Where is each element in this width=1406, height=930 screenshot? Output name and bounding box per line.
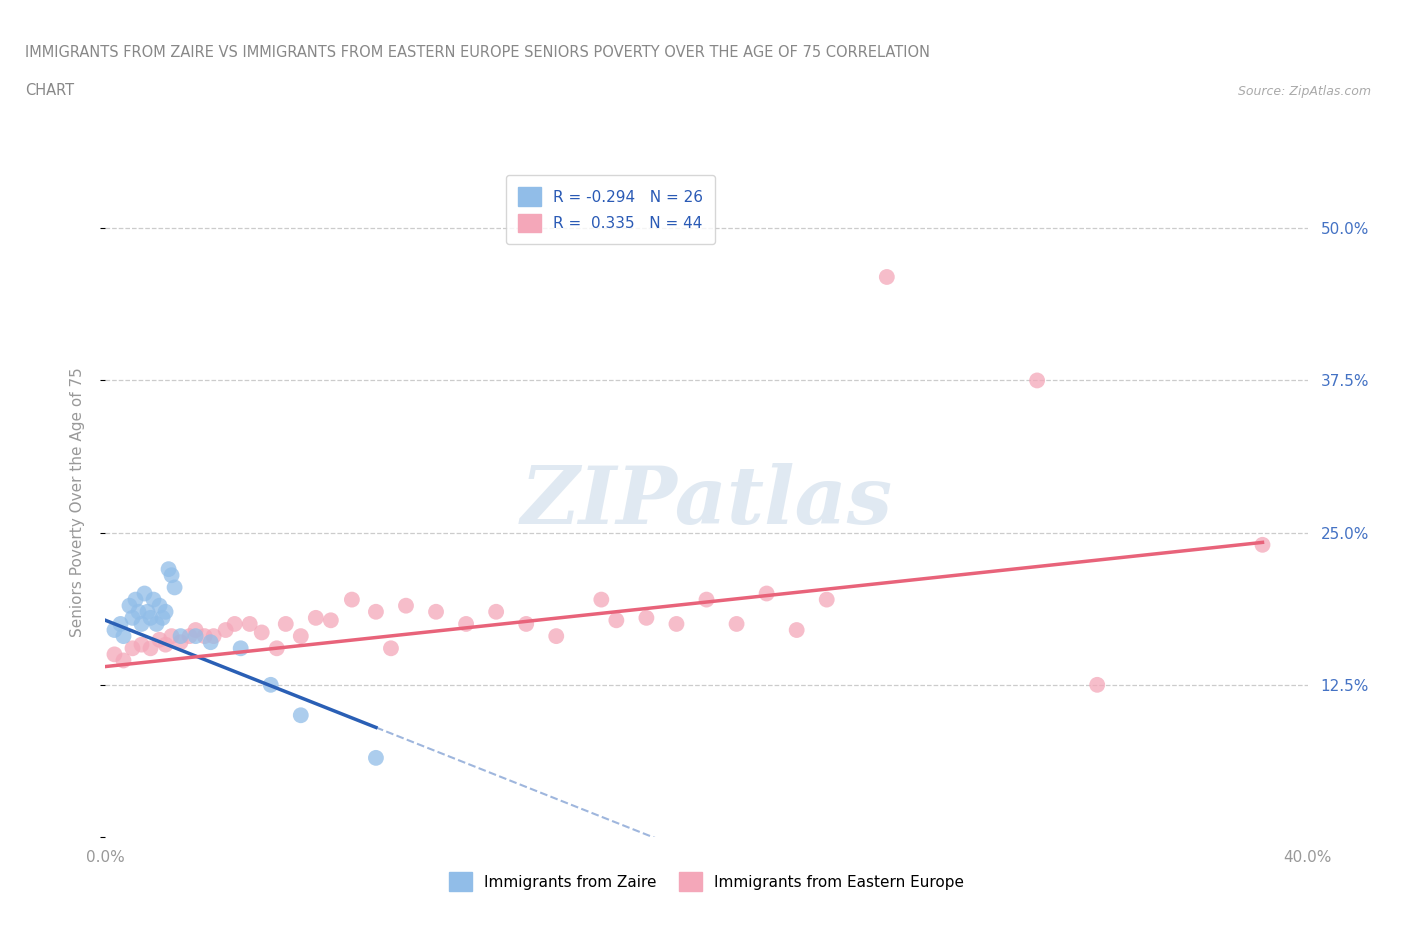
- Point: [485, 604, 508, 619]
- Point: [160, 568, 183, 583]
- Point: [148, 598, 170, 613]
- Point: [128, 604, 150, 619]
- Point: [139, 610, 162, 625]
- Point: [157, 562, 180, 577]
- Point: [250, 625, 273, 640]
- Point: [179, 629, 201, 644]
- Point: [786, 622, 808, 637]
- Point: [112, 653, 135, 668]
- Text: ZIPatlas: ZIPatlas: [520, 463, 893, 541]
- Point: [134, 586, 156, 601]
- Point: [454, 617, 477, 631]
- Y-axis label: Seniors Poverty Over the Age of 75: Seniors Poverty Over the Age of 75: [70, 367, 84, 637]
- Point: [214, 622, 236, 637]
- Point: [815, 592, 838, 607]
- Legend: Immigrants from Zaire, Immigrants from Eastern Europe: Immigrants from Zaire, Immigrants from E…: [436, 860, 977, 903]
- Point: [200, 635, 222, 650]
- Point: [139, 641, 162, 656]
- Point: [395, 598, 418, 613]
- Point: [290, 708, 312, 723]
- Point: [239, 617, 262, 631]
- Point: [1251, 538, 1274, 552]
- Point: [103, 622, 125, 637]
- Point: [136, 604, 159, 619]
- Point: [224, 617, 246, 631]
- Point: [169, 635, 191, 650]
- Text: Source: ZipAtlas.com: Source: ZipAtlas.com: [1237, 85, 1371, 98]
- Point: [194, 629, 217, 644]
- Point: [148, 632, 170, 647]
- Point: [305, 610, 328, 625]
- Point: [380, 641, 402, 656]
- Point: [364, 604, 387, 619]
- Point: [163, 580, 186, 595]
- Point: [546, 629, 568, 644]
- Point: [160, 629, 183, 644]
- Point: [121, 610, 143, 625]
- Point: [118, 598, 141, 613]
- Point: [755, 586, 778, 601]
- Point: [142, 592, 165, 607]
- Point: [1085, 677, 1108, 692]
- Point: [155, 604, 177, 619]
- Point: [124, 592, 146, 607]
- Point: [591, 592, 613, 607]
- Point: [340, 592, 363, 607]
- Point: [725, 617, 748, 631]
- Point: [319, 613, 342, 628]
- Point: [290, 629, 312, 644]
- Point: [696, 592, 718, 607]
- Point: [110, 617, 132, 631]
- Point: [131, 617, 153, 631]
- Point: [169, 629, 191, 644]
- Point: [636, 610, 658, 625]
- Point: [364, 751, 387, 765]
- Point: [274, 617, 297, 631]
- Point: [155, 637, 177, 652]
- Point: [103, 647, 125, 662]
- Point: [145, 617, 167, 631]
- Point: [229, 641, 252, 656]
- Point: [131, 637, 153, 652]
- Point: [876, 270, 898, 285]
- Point: [112, 629, 135, 644]
- Point: [184, 622, 207, 637]
- Point: [425, 604, 447, 619]
- Text: CHART: CHART: [25, 83, 75, 98]
- Point: [260, 677, 283, 692]
- Point: [121, 641, 143, 656]
- Point: [266, 641, 288, 656]
- Text: IMMIGRANTS FROM ZAIRE VS IMMIGRANTS FROM EASTERN EUROPE SENIORS POVERTY OVER THE: IMMIGRANTS FROM ZAIRE VS IMMIGRANTS FROM…: [25, 46, 931, 60]
- Point: [515, 617, 537, 631]
- Point: [605, 613, 627, 628]
- Point: [152, 610, 174, 625]
- Point: [1026, 373, 1049, 388]
- Point: [184, 629, 207, 644]
- Point: [665, 617, 688, 631]
- Point: [202, 629, 225, 644]
